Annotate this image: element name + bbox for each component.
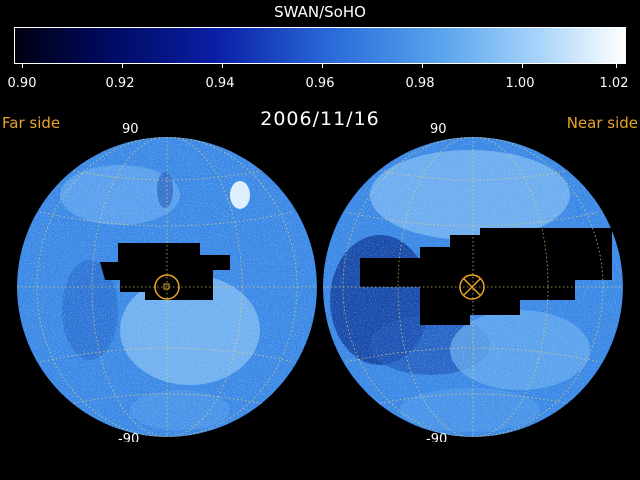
colorbar-tick-label: 1.02 <box>599 76 629 91</box>
far-side-hemisphere <box>17 137 317 437</box>
far-side-label: Far side <box>2 114 61 132</box>
colorbar-tick <box>122 64 123 68</box>
colorbar-tick-label: 0.94 <box>205 76 235 91</box>
observation-date: 2006/11/16 <box>260 108 380 130</box>
colorbar-tick-label: 0.92 <box>105 76 135 91</box>
right-north-pole-label: 90 <box>430 122 447 137</box>
colorbar-tick <box>522 64 523 68</box>
colorbar-tick <box>422 64 423 68</box>
sun-center-marker <box>163 283 170 290</box>
colorbar-tick-label: 1.00 <box>505 76 535 91</box>
colorbar-tick-label: 0.90 <box>7 76 37 91</box>
anti-sun-direction-marker <box>459 274 485 300</box>
colorbar <box>14 27 626 64</box>
colorbar-tick <box>222 64 223 68</box>
colorbar-tick-label: 0.96 <box>305 76 335 91</box>
colorbar-title: SWAN/SoHO <box>274 3 366 21</box>
colorbar-tick-label: 0.98 <box>405 76 435 91</box>
near-side-hemisphere <box>323 137 623 437</box>
left-north-pole-label: 90 <box>122 122 139 137</box>
sun-direction-marker <box>154 274 180 300</box>
colorbar-tick <box>322 64 323 68</box>
right-south-pole-label: -90 <box>426 432 448 442</box>
colorbar-tick <box>22 64 23 68</box>
left-south-pole-label: -90 <box>118 432 140 442</box>
near-side-label: Near side <box>566 114 638 132</box>
colorbar-tick <box>616 64 617 68</box>
